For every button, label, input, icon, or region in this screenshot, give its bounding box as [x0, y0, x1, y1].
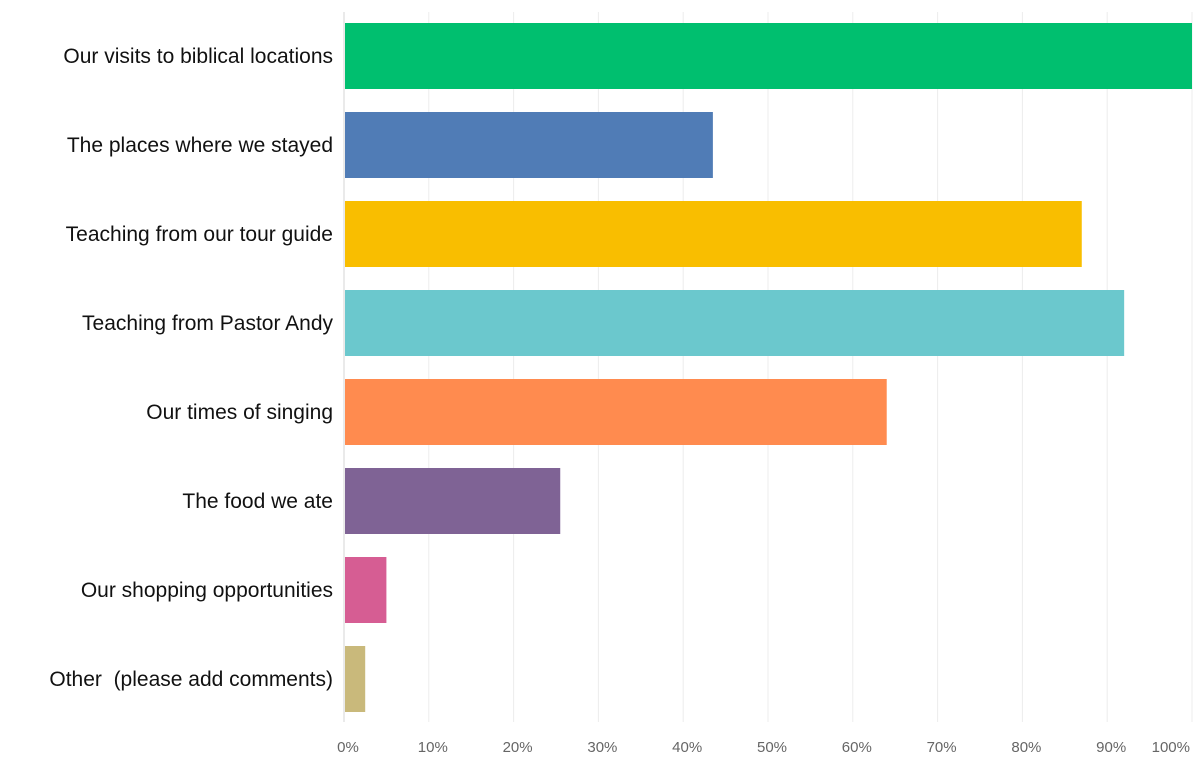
category-label: The food we ate: [182, 490, 333, 513]
bar: [345, 468, 561, 534]
x-tick-label: 30%: [587, 739, 617, 756]
x-tick-label: 60%: [842, 739, 872, 756]
bar: [345, 112, 713, 178]
x-tick-label: 40%: [672, 739, 702, 756]
x-tick-label: 90%: [1096, 739, 1126, 756]
category-label: The places where we stayed: [67, 134, 333, 157]
bar: [345, 646, 366, 712]
category-label: Our times of singing: [146, 401, 333, 424]
category-label: Teaching from Pastor Andy: [82, 312, 333, 335]
bar: [345, 290, 1125, 356]
bar: [345, 557, 387, 623]
x-tick-label: 100%: [1152, 739, 1190, 756]
x-tick-label: 0%: [337, 739, 359, 756]
bars: [345, 23, 1192, 712]
x-tick-label: 20%: [503, 739, 533, 756]
bar: [345, 379, 887, 445]
x-tick-label: 70%: [927, 739, 957, 756]
x-tick-label: 50%: [757, 739, 787, 756]
category-label: Our visits to biblical locations: [63, 45, 333, 68]
x-tick-label: 10%: [418, 739, 448, 756]
bar: [345, 201, 1082, 267]
x-tick-label: 80%: [1011, 739, 1041, 756]
bar: [345, 23, 1192, 89]
category-labels: Our visits to biblical locations The plac…: [49, 45, 333, 691]
x-tick-labels: 0% 10% 20% 30% 40% 50% 60% 70% 80% 90% 100%: [337, 739, 1190, 756]
category-label: Our shopping opportunities: [81, 579, 333, 602]
category-label: Teaching from our tour guide: [66, 223, 333, 246]
category-label: Other (please add comments): [49, 668, 333, 691]
